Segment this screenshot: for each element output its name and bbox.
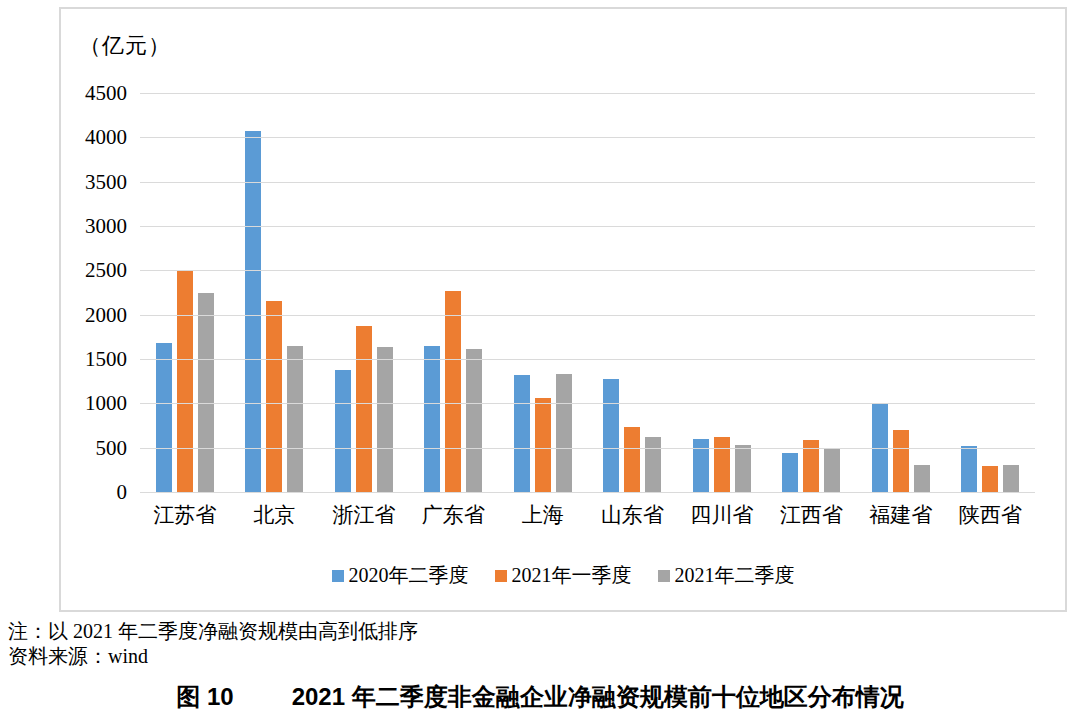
gridline: [140, 359, 1035, 360]
gridline: [140, 270, 1035, 271]
legend-swatch-icon: [332, 570, 344, 582]
gridline: [140, 93, 1035, 94]
legend-item: 2021年一季度: [495, 562, 632, 589]
bar: [624, 427, 640, 492]
bar: [1003, 465, 1019, 492]
gridline: [140, 448, 1035, 449]
note-sort-order: 注：以 2021 年二季度净融资规模由高到低排序: [8, 619, 418, 644]
legend-label: 2021年二季度: [675, 562, 795, 589]
bar-group: [856, 93, 946, 492]
legend-label: 2021年一季度: [512, 562, 632, 589]
bar: [914, 465, 930, 492]
x-tick-label: 江西省: [767, 501, 857, 529]
gridline: [140, 315, 1035, 316]
bar: [445, 291, 461, 492]
bar: [514, 375, 530, 492]
x-tick-label: 北京: [230, 501, 320, 529]
y-tick-label: 4500: [85, 81, 127, 106]
bar-groups: [140, 93, 1035, 492]
bar: [245, 131, 261, 492]
x-tick-label: 四川省: [677, 501, 767, 529]
bar: [893, 430, 909, 492]
y-axis-unit-label: （亿元）: [79, 31, 171, 61]
figure-title: 2021 年二季度非金融企业净融资规模前十位地区分布情况: [292, 683, 904, 710]
legend-item: 2020年二季度: [332, 562, 469, 589]
x-tick-label: 福建省: [856, 501, 946, 529]
y-tick-label: 4000: [85, 125, 127, 150]
bar: [603, 379, 619, 492]
y-tick-label: 3500: [85, 169, 127, 194]
figure-10-bar-chart: （亿元） 4500 4000 3500 3000 2500 2000 1500 1000 500…: [0, 0, 1080, 722]
x-axis: 江苏省北京浙江省广东省上海山东省四川省江西省福建省陕西省: [140, 501, 1035, 529]
bar: [198, 293, 214, 493]
x-tick-label: 山东省: [588, 501, 678, 529]
bar: [735, 445, 751, 492]
legend-item: 2021年二季度: [658, 562, 795, 589]
y-tick-label: 3000: [85, 214, 127, 239]
plot-area: [140, 93, 1035, 492]
x-tick-label: 广东省: [409, 501, 499, 529]
bar: [645, 437, 661, 492]
gridline: [140, 137, 1035, 138]
legend-swatch-icon: [495, 570, 507, 582]
bar-group: [498, 93, 588, 492]
gridline: [140, 403, 1035, 404]
figure-caption: 图 10 2021 年二季度非金融企业净融资规模前十位地区分布情况: [0, 681, 1080, 713]
bar: [335, 370, 351, 492]
bar: [535, 398, 551, 492]
gridline: [140, 226, 1035, 227]
bar: [714, 437, 730, 492]
bar: [156, 343, 172, 492]
note-data-source: 资料来源：wind: [8, 644, 418, 669]
legend-label: 2020年二季度: [349, 562, 469, 589]
bar-group: [677, 93, 767, 492]
bar: [377, 347, 393, 492]
bar: [466, 349, 482, 492]
bar: [356, 326, 372, 492]
bar: [782, 453, 798, 492]
bar: [177, 271, 193, 492]
chart-frame: （亿元） 4500 4000 3500 3000 2500 2000 1500 1000 500…: [59, 7, 1067, 612]
x-tick-label: 陕西省: [946, 501, 1036, 529]
bar-group: [140, 93, 230, 492]
bar: [266, 301, 282, 492]
bar: [824, 449, 840, 492]
bar-group: [409, 93, 499, 492]
bar: [287, 346, 303, 492]
x-tick-label: 浙江省: [319, 501, 409, 529]
y-tick-label: 1500: [85, 347, 127, 372]
bar: [424, 346, 440, 492]
figure-number: 图 10: [176, 683, 233, 710]
bar-group: [946, 93, 1036, 492]
gridline: [140, 182, 1035, 183]
x-tick-label: 上海: [498, 501, 588, 529]
y-tick-label: 2500: [85, 258, 127, 283]
bar: [982, 466, 998, 492]
bar: [961, 446, 977, 492]
gridline: [140, 492, 1035, 493]
bar: [556, 374, 572, 492]
bar-group: [319, 93, 409, 492]
y-tick-label: 1000: [85, 391, 127, 416]
chart-notes: 注：以 2021 年二季度净融资规模由高到低排序 资料来源：wind: [8, 619, 418, 669]
bar-group: [767, 93, 857, 492]
bar-group: [588, 93, 678, 492]
legend-swatch-icon: [658, 570, 670, 582]
x-tick-label: 江苏省: [140, 501, 230, 529]
y-tick-label: 0: [117, 480, 128, 505]
bar-group: [230, 93, 320, 492]
y-tick-label: 500: [96, 435, 128, 460]
chart-legend: 2020年二季度 2021年一季度 2021年二季度: [61, 562, 1065, 589]
y-axis: 450040003500300025002000150010005000: [61, 93, 127, 492]
y-tick-label: 2000: [85, 302, 127, 327]
